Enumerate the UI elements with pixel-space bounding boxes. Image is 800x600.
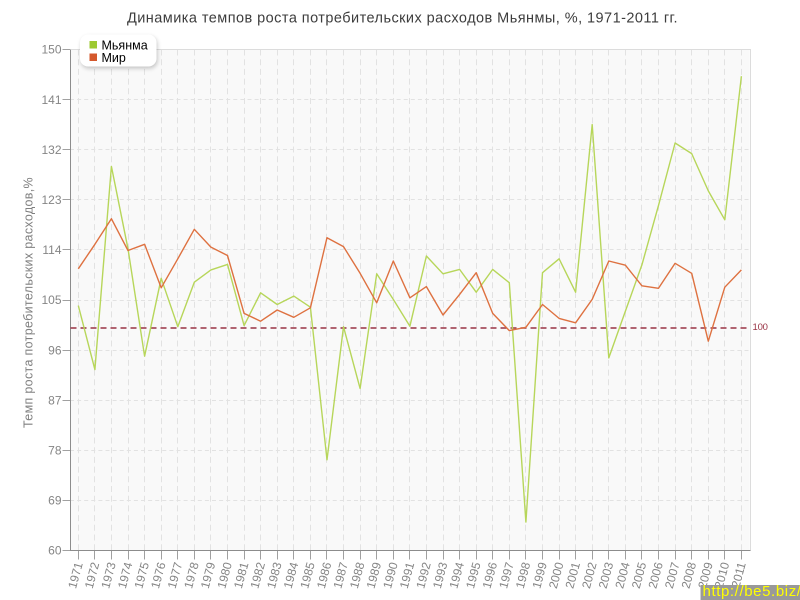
svg-text:Мир: Мир [102,51,126,65]
svg-text:2005: 2005 [629,560,650,590]
svg-text:http://be5.biz/: http://be5.biz/ [703,583,800,600]
svg-text:Темп роста потребительских рас: Темп роста потребительских расходов,% [22,177,36,428]
svg-text:2007: 2007 [662,560,683,590]
svg-text:1989: 1989 [364,560,385,590]
svg-text:1975: 1975 [132,560,153,590]
svg-text:2009: 2009 [695,560,716,590]
svg-text:2004: 2004 [612,560,633,590]
svg-text:2003: 2003 [596,560,617,590]
svg-text:2001: 2001 [563,560,584,590]
svg-text:1978: 1978 [181,560,202,590]
svg-text:150: 150 [41,43,61,57]
svg-text:1976: 1976 [148,560,169,590]
svg-text:Динамика темпов роста потребит: Динамика темпов роста потребительских ра… [127,11,678,27]
svg-text:1997: 1997 [496,560,517,590]
svg-text:1981: 1981 [231,560,252,590]
svg-text:60: 60 [48,544,62,558]
svg-text:1972: 1972 [82,560,103,590]
svg-text:2002: 2002 [579,560,600,590]
svg-text:132: 132 [41,143,61,157]
svg-text:2011: 2011 [729,560,749,589]
svg-text:1980: 1980 [214,560,235,590]
svg-text:2006: 2006 [645,560,666,590]
svg-text:1987: 1987 [330,560,351,590]
svg-text:1988: 1988 [347,560,368,590]
svg-text:100: 100 [753,322,768,333]
svg-text:Мьянма: Мьянма [102,38,148,52]
svg-text:2010: 2010 [712,560,733,590]
svg-text:1983: 1983 [264,560,285,590]
svg-text:87: 87 [48,393,62,407]
svg-text:1993: 1993 [430,560,451,590]
svg-text:1995: 1995 [463,560,484,590]
svg-text:114: 114 [42,243,61,257]
svg-text:1986: 1986 [314,560,335,590]
svg-text:1971: 1971 [65,560,86,590]
svg-text:2008: 2008 [679,560,700,590]
svg-text:1985: 1985 [297,560,318,590]
svg-text:1999: 1999 [529,560,550,590]
svg-text:105: 105 [41,293,61,307]
svg-text:1979: 1979 [198,560,219,590]
svg-text:1977: 1977 [165,560,186,590]
svg-text:1990: 1990 [380,560,401,590]
svg-text:1998: 1998 [513,560,534,590]
svg-text:1973: 1973 [98,560,119,590]
svg-text:78: 78 [48,444,62,458]
svg-text:141: 141 [41,93,61,107]
svg-text:123: 123 [41,193,61,207]
svg-text:1996: 1996 [480,560,501,590]
svg-text:69: 69 [48,494,62,508]
svg-text:1984: 1984 [281,560,302,590]
svg-text:1991: 1991 [397,560,418,590]
svg-text:96: 96 [48,343,62,357]
svg-text:1992: 1992 [413,560,434,590]
svg-text:2000: 2000 [546,560,567,590]
svg-text:1994: 1994 [447,560,468,590]
svg-text:1982: 1982 [248,560,269,590]
svg-text:1974: 1974 [115,560,136,590]
